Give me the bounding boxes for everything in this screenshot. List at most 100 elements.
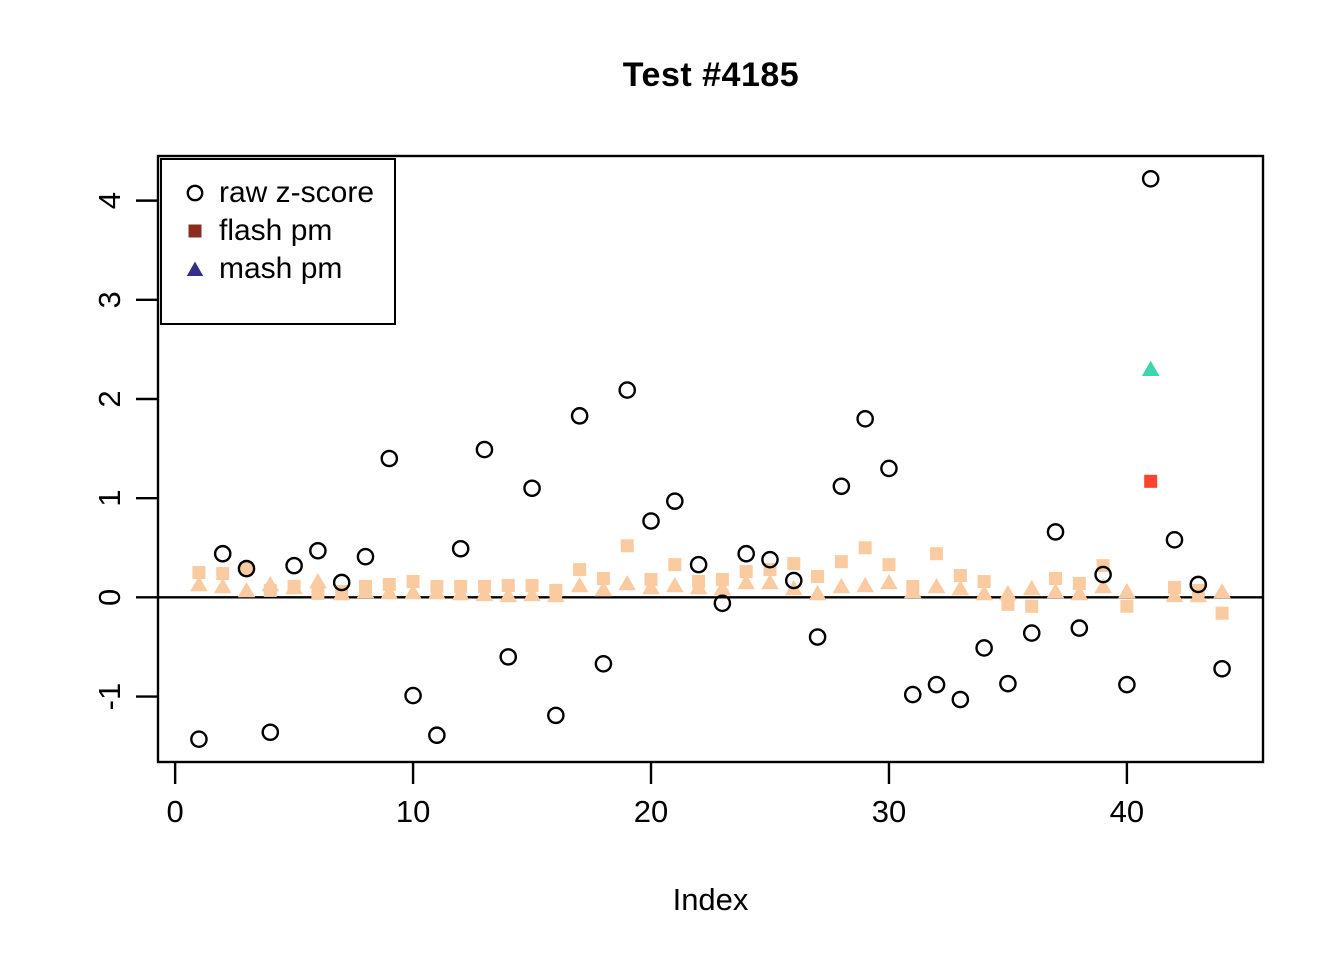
data-point-square-flash-pm	[573, 563, 587, 577]
data-point-circle-raw-z-score	[642, 512, 660, 530]
data-point-square-flash-pm	[739, 565, 753, 579]
data-point-square-flash-pm	[811, 570, 825, 584]
circle-legend-icon	[186, 184, 204, 202]
data-point-triangle-mash-pm	[975, 584, 993, 601]
data-point-circle-raw-z-score	[404, 686, 422, 705]
data-point-circle-raw-z-score	[1094, 565, 1112, 584]
data-point-triangle-mash-pm	[666, 576, 684, 593]
plot-border	[156, 154, 1265, 764]
data-point-circle-raw-z-score	[927, 675, 946, 694]
data-point-triangle-mash-pm	[951, 579, 970, 596]
data-point-square-flash-pm	[406, 574, 420, 588]
data-point-circle-raw-z-score	[1022, 624, 1041, 642]
data-point-square-flash-pm	[596, 572, 610, 586]
data-point-triangle-mash-pm	[523, 585, 541, 602]
data-point-circle-raw-z-score	[713, 594, 732, 613]
data-point-circle-raw-z-score	[237, 559, 256, 578]
data-point-triangle-mash-pm	[356, 582, 375, 599]
data-point-circle-raw-z-score	[737, 544, 755, 563]
data-point-circle-raw-z-score	[547, 706, 565, 725]
x-axis-title: Index	[672, 882, 749, 917]
data-point-triangle-mash-pm	[547, 586, 565, 603]
chart-title: Test #4185	[622, 56, 800, 94]
y-axis-tick-label: 2	[92, 390, 127, 407]
data-point-square-flash-pm	[1025, 599, 1039, 613]
data-point-circle-raw-z-score	[808, 628, 827, 646]
x-axis-tick-label: 0	[167, 794, 184, 829]
data-point-square-flash-pm	[858, 541, 872, 555]
data-point-circle-raw-z-score	[499, 648, 518, 666]
data-point-circle-raw-z-score	[570, 407, 589, 425]
data-point-triangle-mash-pm	[261, 575, 280, 592]
data-point-triangle-mash-pm	[1189, 586, 1208, 603]
data-point-triangle-mash-pm	[332, 584, 351, 601]
data-point-square-flash-pm	[953, 569, 967, 583]
circle-legend-glyph	[186, 184, 204, 202]
data-point-circle-raw-z-score	[1165, 531, 1184, 549]
legend-label: mash pm	[219, 252, 343, 285]
data-point-square-flash-pm	[715, 573, 729, 587]
data-point-circle-raw-z-score	[1213, 659, 1231, 678]
data-point-triangle-mash-pm	[309, 572, 327, 589]
data-point-triangle-mash-pm	[213, 577, 232, 594]
data-point-triangle-mash-pm	[428, 583, 446, 600]
data-point-triangle-mash-pm	[570, 576, 589, 593]
data-point-circle-raw-z-score	[261, 723, 280, 742]
data-point-triangle-mash-pm	[285, 578, 303, 595]
x-axis-tick-label: 10	[396, 794, 430, 829]
data-point-circle-raw-z-score	[689, 555, 708, 574]
data-point-circle-raw-z-score	[1070, 619, 1089, 637]
data-point-circle-raw-z-score	[523, 479, 541, 498]
legend-label: raw z-score	[219, 176, 375, 209]
data-point-triangle-mash-pm	[642, 578, 660, 595]
data-point-square-flash-pm	[882, 558, 896, 572]
data-point-triangle-mash-pm	[1094, 577, 1112, 594]
data-point-triangle-mash-pm	[927, 577, 946, 594]
data-point-circle-raw-z-score	[475, 440, 494, 459]
data-point-triangle-mash-pm	[1118, 582, 1136, 599]
data-point-triangle-mash-pm	[689, 578, 708, 595]
data-point-circle-raw-z-score	[784, 571, 803, 590]
data-point-triangle-mash-pm	[1046, 582, 1065, 599]
legend-item-mash-pm: mash pm	[162, 250, 394, 288]
data-point-triangle-mash-pm	[475, 585, 494, 602]
data-point-square-flash-pm	[787, 557, 801, 571]
data-point-circle-raw-z-score	[309, 541, 327, 560]
data-point-circle-raw-z-score	[285, 556, 303, 575]
data-point-circle-raw-z-score	[761, 550, 779, 569]
data-point-square-flash-pm	[501, 578, 515, 592]
y-axis-tick-label: -1	[92, 683, 127, 711]
data-point-triangle-mash-pm	[880, 573, 898, 590]
data-point-triangle-mash-pm	[451, 584, 470, 601]
data-point-circle-raw-z-score	[666, 492, 684, 510]
data-point-square-flash-pm	[1215, 606, 1229, 620]
legend-box: raw z-score flash pm mash pm	[160, 158, 396, 325]
data-point-circle-raw-z-score	[1118, 675, 1136, 694]
data-point-square-flash-pm	[1120, 599, 1134, 613]
data-point-triangle-mash-pm	[1165, 586, 1184, 603]
data-point-triangle-mash-pm	[713, 579, 732, 596]
triangle-legend-icon	[186, 261, 204, 276]
data-point-square-flash-pm	[1001, 597, 1015, 611]
data-point-square-flash-pm	[216, 567, 230, 581]
data-point-triangle-mash-pm	[832, 577, 851, 594]
data-point-circle-raw-z-score	[190, 730, 208, 748]
data-point-triangle-mash-pm	[737, 573, 755, 590]
data-point-circle-raw-z-score	[832, 477, 851, 496]
data-point-triangle-mash-pm	[1070, 584, 1089, 601]
x-axis-tick-label: 40	[1110, 794, 1144, 829]
data-point-circle-raw-z-score	[332, 573, 351, 592]
x-axis-tick-label: 30	[872, 794, 906, 829]
y-axis-tick-label: 0	[92, 589, 127, 606]
data-point-square-flash-pm	[620, 539, 634, 553]
data-point-triangle-mash-pm	[1141, 360, 1160, 377]
data-point-square-flash-pm	[1144, 474, 1158, 488]
y-axis-tick-label: 3	[92, 291, 127, 308]
data-point-triangle-mash-pm	[380, 583, 399, 600]
data-point-square-flash-pm	[192, 566, 206, 580]
data-point-circle-raw-z-score	[999, 674, 1017, 693]
y-axis-tick-label: 4	[92, 192, 127, 209]
data-point-square-flash-pm	[1072, 576, 1086, 590]
